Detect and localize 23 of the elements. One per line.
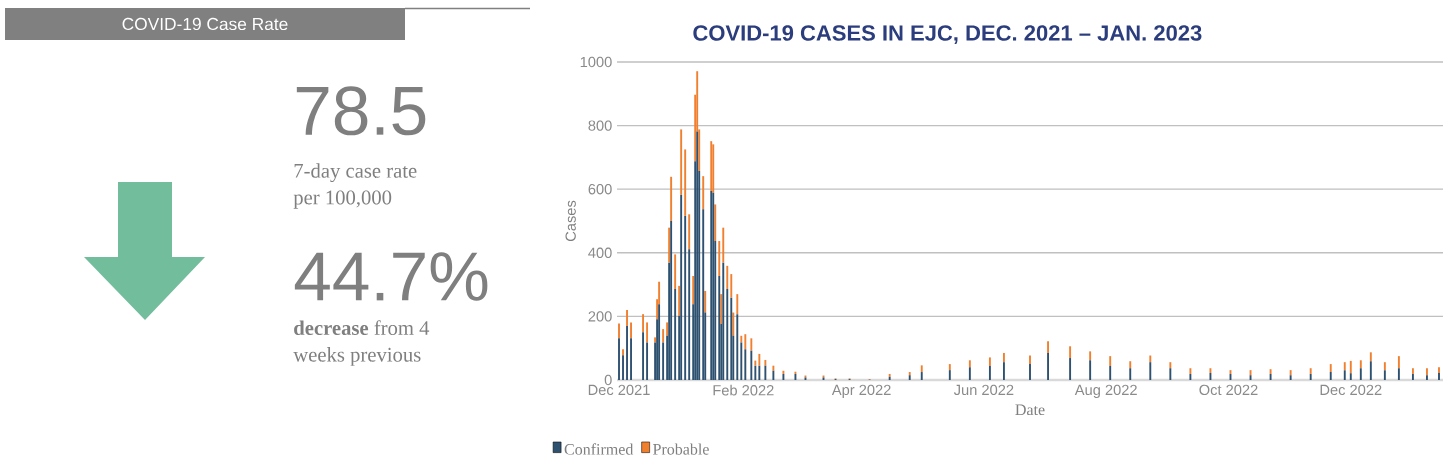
y-tick-label: 400 [588,247,612,258]
text: decrease from 4 weeks previous [293,320,430,366]
x-tick-label: Dec 2021 [588,384,650,396]
y-tick-label: 0 [604,374,612,386]
y-tick-label: 200 [588,311,612,322]
y-axis-title: Cases [565,200,576,242]
y-tick-label: 600 [588,184,612,195]
text: COVID-19 Case Rate [122,17,288,31]
legend-label: Probable [653,443,709,455]
y-tick-label: 1000 [580,56,612,68]
x-tick-label: Dec 2022 [1320,384,1382,396]
legend-label: Confirmed [564,443,634,455]
y-tick-label: 800 [588,120,612,131]
x-tick-label: Aug 2022 [1074,384,1137,398]
text: 44.7% [294,252,488,301]
text: 7-day case rate per 100,000 [293,163,417,209]
text: 78.5 [296,86,426,136]
x-tick-label: Feb 2022 [713,384,774,396]
x-tick-label: Oct 2022 [1199,384,1258,396]
chart-title: COVID-19 CASES IN EJC, DEC. 2021 – JAN. 2023 [693,25,1202,44]
x-tick-label: Apr 2022 [831,384,891,398]
x-tick-label: Jun 2022 [953,384,1014,396]
x-axis-title: Date [1015,404,1045,416]
